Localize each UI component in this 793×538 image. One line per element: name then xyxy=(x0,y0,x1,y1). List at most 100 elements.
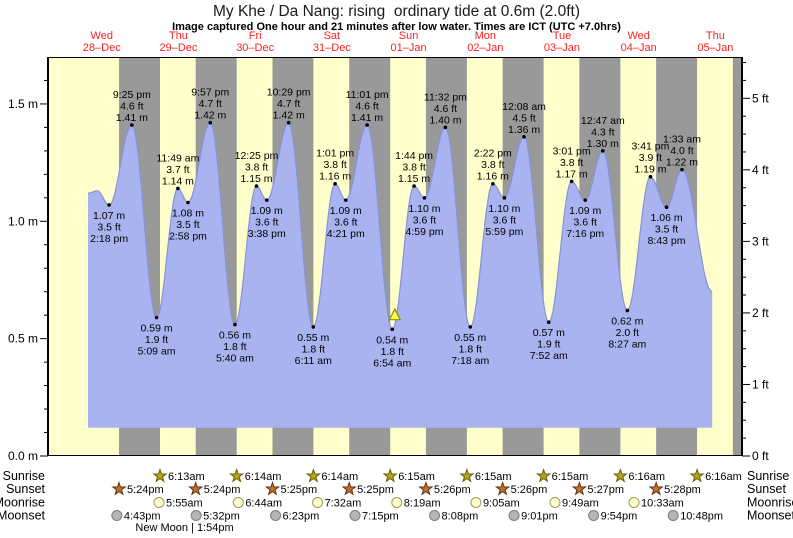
moonrise-time: 6:44am xyxy=(245,498,282,510)
high-tide-label: 4.0 ft xyxy=(670,145,693,157)
low-tide-label: 8:43 pm xyxy=(648,235,686,247)
tide-extreme-dot xyxy=(107,203,111,207)
moonrise-marker-icon xyxy=(153,497,165,508)
tide-extreme-dot xyxy=(365,123,369,127)
chart-subtitle: Image captured One hour and 21 minutes a… xyxy=(172,21,621,33)
tide-extreme-dot xyxy=(664,205,669,210)
tide-extreme-dot xyxy=(491,181,495,186)
sunrise-time: 6:16am xyxy=(628,471,665,483)
moonrise-marker-icon xyxy=(312,497,324,508)
low-tide-label: 3.5 ft xyxy=(655,224,678,236)
low-tide-label: 7:18 am xyxy=(451,355,489,367)
low-tide-label: 1.8 ft xyxy=(223,341,246,353)
high-tide-label: 3:41 pm xyxy=(631,141,669,153)
day-label: Fri 30–Dec xyxy=(236,30,274,54)
right-axis-label: 3 ft xyxy=(752,234,769,248)
left-axis-m: 0.0 m 0.5 m 1.0 m 1.5 m xyxy=(8,79,48,463)
low-tide-label: 7:16 pm xyxy=(566,228,604,240)
low-tide-label: 0.62 m xyxy=(611,315,643,327)
moonrise-time: 9:49am xyxy=(562,498,599,510)
moonset-marker-icon xyxy=(111,510,123,521)
high-tide-label: 4.6 ft xyxy=(355,101,378,113)
tide-extreme-dot xyxy=(130,123,134,127)
high-tide-label: 4.6 ft xyxy=(120,101,143,113)
tide-area xyxy=(88,122,713,428)
moonset-marker-icon xyxy=(349,510,361,521)
right-axis-label: 2 ft xyxy=(752,306,769,320)
tide-extreme-dot xyxy=(254,184,259,188)
high-tide-label: 1.42 m xyxy=(194,110,226,122)
low-tide-label: 3.5 ft xyxy=(176,219,199,231)
high-tide-label: 12:25 pm xyxy=(235,150,279,162)
low-tide-label: 6:54 am xyxy=(373,357,411,369)
right-axis-ft: 0 ft 1 ft 2 ft 3 ft 4 ft 5 ft xyxy=(742,62,769,463)
low-tide-label: 4:59 pm xyxy=(406,226,444,238)
low-tide-label: 3.6 ft xyxy=(413,214,436,226)
tide-extreme-dot xyxy=(390,327,395,332)
sunrise-marker-icon xyxy=(382,467,398,483)
sunset-marker-icon xyxy=(264,480,281,496)
moonrise-time: 10:33am xyxy=(641,498,684,510)
sunrise-marker-icon xyxy=(459,467,475,483)
right-axis-label: 1 ft xyxy=(752,377,769,391)
moonset-time: 9:54pm xyxy=(601,511,638,523)
high-tide-label: 3.8 ft xyxy=(481,159,504,171)
high-tide-label: 1.16 m xyxy=(477,171,509,183)
tide-extreme-dot xyxy=(333,181,337,186)
low-tide-label: 2:58 pm xyxy=(169,231,207,243)
moonset-marker-icon xyxy=(588,510,600,521)
moonrise-marker-icon xyxy=(232,497,244,508)
low-tide-label: 0.59 m xyxy=(141,323,173,335)
high-tide-label: 2:22 pm xyxy=(474,148,512,160)
high-tide-label: 10:29 pm xyxy=(267,87,311,99)
new-moon-label: New Moon | 1:54pm xyxy=(135,522,233,534)
moonrise-time: 9:05am xyxy=(483,498,520,510)
low-tide-label: 1.9 ft xyxy=(145,334,168,346)
sunrise-time: 6:16am xyxy=(705,471,742,483)
moonrise-time: 7:32am xyxy=(325,498,362,510)
high-tide-label: 4.3 ft xyxy=(591,126,614,138)
day-label: Thu 29–Dec xyxy=(159,30,197,54)
high-tide-label: 3.9 ft xyxy=(639,152,662,164)
low-tide-label: 3.6 ft xyxy=(493,214,516,226)
sunrise-time: 6:13am xyxy=(168,471,205,483)
night-band xyxy=(732,57,742,456)
low-tide-label: 2.0 ft xyxy=(616,327,639,339)
tide-extreme-dot xyxy=(601,149,605,153)
high-tide-label: 3.8 ft xyxy=(402,162,425,174)
moonset-marker-icon xyxy=(508,510,520,521)
left-axis-label: 0.5 m xyxy=(8,332,38,346)
right-axis-label: 4 ft xyxy=(752,163,769,177)
moonset-marker-icon xyxy=(190,510,202,521)
row-label-right: Sunrise xyxy=(747,469,789,483)
low-tide-label: 8:27 am xyxy=(608,338,646,350)
moonrise-time: 5:55am xyxy=(166,498,203,510)
tide-extreme-dot xyxy=(468,325,473,329)
sunrise-marker-icon xyxy=(229,467,245,483)
low-tide-label: 0.56 m xyxy=(219,330,251,342)
row-label-right: Sunset xyxy=(747,482,786,496)
high-tide-label: 11:32 pm xyxy=(424,91,467,103)
low-tide-label: 3.6 ft xyxy=(574,217,597,229)
high-tide-label: 1.19 m xyxy=(634,164,666,176)
tide-extreme-dot xyxy=(625,308,630,313)
low-tide-label: 0.55 m xyxy=(454,332,486,344)
high-tide-label: 1.40 m xyxy=(429,114,461,126)
high-tide-label: 3.7 ft xyxy=(166,164,189,176)
sunset-time: 5:26pm xyxy=(434,484,471,496)
low-tide-label: 7:52 am xyxy=(530,350,568,362)
tide-extreme-dot xyxy=(648,174,653,179)
low-tide-label: 1.8 ft xyxy=(302,343,325,355)
low-tide-label: 1.09 m xyxy=(330,205,362,217)
moonset-marker-icon xyxy=(270,510,282,521)
sunset-time: 5:27pm xyxy=(587,484,624,496)
moonset-time: 6:23pm xyxy=(283,511,320,523)
high-tide-label: 9:57 pm xyxy=(191,87,229,99)
high-tide-label: 4.7 ft xyxy=(277,98,300,110)
tide-extreme-dot xyxy=(154,315,159,320)
sunset-time: 5:25pm xyxy=(280,484,317,496)
high-tide-label: 4.6 ft xyxy=(434,103,457,115)
tide-extreme-dot xyxy=(443,125,448,130)
high-tide-label: 1.16 m xyxy=(319,171,351,183)
row-label-left: Moonset xyxy=(0,509,46,523)
